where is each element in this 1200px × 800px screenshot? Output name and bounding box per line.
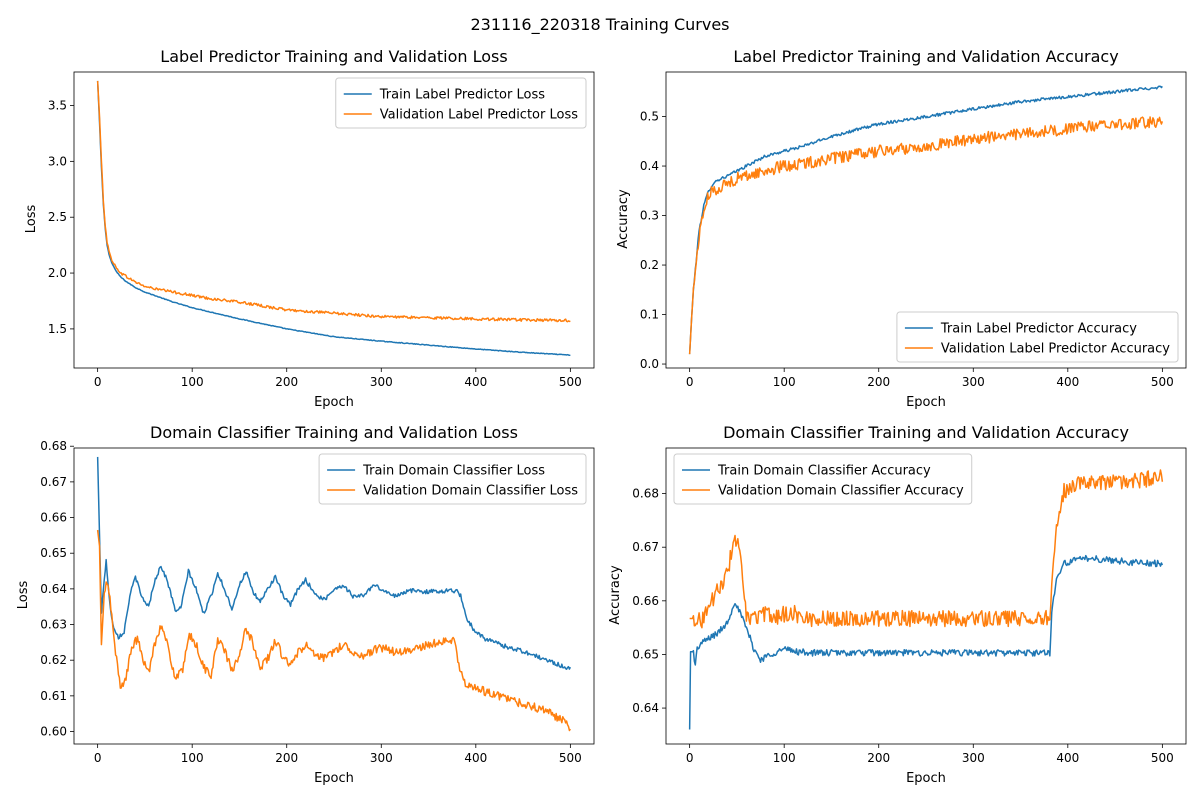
x-tick-label: 500 [559, 375, 582, 389]
y-tick-label: 0.4 [640, 159, 659, 173]
legend-label: Train Label Predictor Loss [379, 88, 545, 103]
x-tick-label: 0 [94, 751, 102, 765]
legend-label: Train Domain Classifier Loss [362, 464, 545, 479]
legend-label: Validation Label Predictor Loss [380, 108, 578, 123]
series-lines [688, 469, 1164, 730]
x-tick-label: 500 [1151, 375, 1174, 389]
y-tick-label: 0.65 [40, 546, 67, 560]
panel-title: Label Predictor Training and Validation … [160, 47, 507, 66]
x-axis-label: Epoch [314, 395, 354, 410]
y-tick-label: 0.66 [632, 594, 659, 608]
y-tick-label: 0.60 [40, 725, 67, 739]
x-tick-label: 400 [1056, 375, 1079, 389]
axes-frame [665, 447, 1187, 745]
domain-accuracy-panel: Domain Classifier Training and Validatio… [608, 423, 1187, 786]
y-axis-label: Loss [24, 205, 39, 234]
axes-frame [73, 447, 595, 745]
x-tick-label: 300 [962, 751, 985, 765]
x-tick-label: 300 [370, 375, 393, 389]
legend: Train Label Predictor Accuracy Validation… [896, 311, 1179, 363]
series-lines [96, 456, 572, 732]
x-axis-label: Epoch [906, 771, 946, 786]
y-tick-label: 2.0 [48, 266, 67, 280]
axes-frame [665, 71, 1187, 369]
y-tick-label: 0.63 [40, 618, 67, 632]
y-tick-label: 0.64 [632, 701, 659, 715]
legend-box [318, 453, 587, 505]
x-tick-label: 300 [962, 375, 985, 389]
x-tick-label: 200 [867, 751, 890, 765]
x-tick-label: 400 [464, 751, 487, 765]
legend: Train Label Predictor Loss Validation Lab… [335, 77, 587, 129]
series-line-train [96, 456, 572, 670]
series-line-train [688, 85, 1163, 355]
y-axis-label: Accuracy [608, 565, 623, 625]
legend-label: Validation Domain Classifier Accuracy [718, 484, 964, 499]
series-lines [688, 85, 1164, 355]
x-tick-label: 100 [181, 375, 204, 389]
series-lines [96, 80, 571, 357]
y-tick-label: 0.61 [40, 689, 67, 703]
y-tick-label: 0.67 [632, 540, 659, 554]
y-tick-label: 0.5 [640, 110, 659, 124]
series-line-validation [689, 469, 1164, 629]
axes-frame [73, 71, 595, 369]
y-tick-label: 0.64 [40, 582, 67, 596]
y-tick-label: 0.2 [640, 258, 659, 272]
panel-title: Domain Classifier Training and Validatio… [150, 423, 518, 442]
x-tick-label: 200 [275, 375, 298, 389]
legend-box [896, 311, 1179, 363]
x-tick-label: 400 [1056, 751, 1079, 765]
x-tick-label: 0 [686, 751, 694, 765]
x-tick-label: 500 [559, 751, 582, 765]
y-tick-label: 3.0 [48, 154, 67, 168]
figure-suptitle: 231116_220318 Training Curves [471, 15, 730, 35]
x-axis-label: Epoch [906, 395, 946, 410]
label-accuracy-panel: Label Predictor Training and Validation … [616, 47, 1187, 410]
series-line-validation [96, 80, 571, 323]
label-loss-panel: Label Predictor Training and Validation … [24, 47, 595, 410]
legend-label: Validation Domain Classifier Loss [363, 484, 578, 499]
y-axis-label: Loss [16, 581, 31, 610]
y-tick-label: 0.1 [640, 308, 659, 322]
y-tick-label: 0.3 [640, 209, 659, 223]
panel-title: Domain Classifier Training and Validatio… [723, 423, 1129, 442]
x-tick-label: 0 [94, 375, 102, 389]
series-line-train [688, 554, 1164, 730]
y-tick-label: 0.68 [40, 439, 67, 453]
domain-loss-panel: Domain Classifier Training and Validatio… [16, 423, 595, 786]
legend-label: Validation Label Predictor Accuracy [941, 342, 1170, 357]
series-line-validation [96, 529, 571, 732]
x-tick-label: 100 [181, 751, 204, 765]
x-tick-label: 300 [370, 751, 393, 765]
x-tick-label: 200 [867, 375, 890, 389]
x-tick-label: 0 [686, 375, 694, 389]
legend-label: Train Label Predictor Accuracy [940, 322, 1137, 337]
y-tick-label: 2.5 [48, 210, 67, 224]
series-line-validation [688, 116, 1164, 355]
panel-title: Label Predictor Training and Validation … [733, 47, 1118, 66]
y-axis-label: Accuracy [616, 189, 631, 249]
y-tick-label: 0.67 [40, 475, 67, 489]
legend-box [673, 453, 973, 505]
y-tick-label: 0.62 [40, 653, 67, 667]
legend: Train Domain Classifier Loss Validation D… [318, 453, 587, 505]
x-tick-label: 500 [1151, 751, 1174, 765]
y-tick-label: 0.66 [40, 511, 67, 525]
x-tick-label: 200 [275, 751, 298, 765]
y-tick-label: 1.5 [48, 322, 67, 336]
series-line-train [96, 80, 571, 357]
x-tick-label: 100 [773, 751, 796, 765]
y-tick-label: 0.68 [632, 487, 659, 501]
legend-label: Train Domain Classifier Accuracy [717, 464, 931, 479]
y-tick-label: 3.5 [48, 99, 67, 113]
y-tick-label: 0.65 [632, 647, 659, 661]
y-tick-label: 0.0 [640, 357, 659, 371]
x-axis-label: Epoch [314, 771, 354, 786]
legend-box [335, 77, 587, 129]
legend: Train Domain Classifier Accuracy Validati… [673, 453, 973, 505]
x-tick-label: 100 [773, 375, 796, 389]
x-tick-label: 400 [464, 375, 487, 389]
